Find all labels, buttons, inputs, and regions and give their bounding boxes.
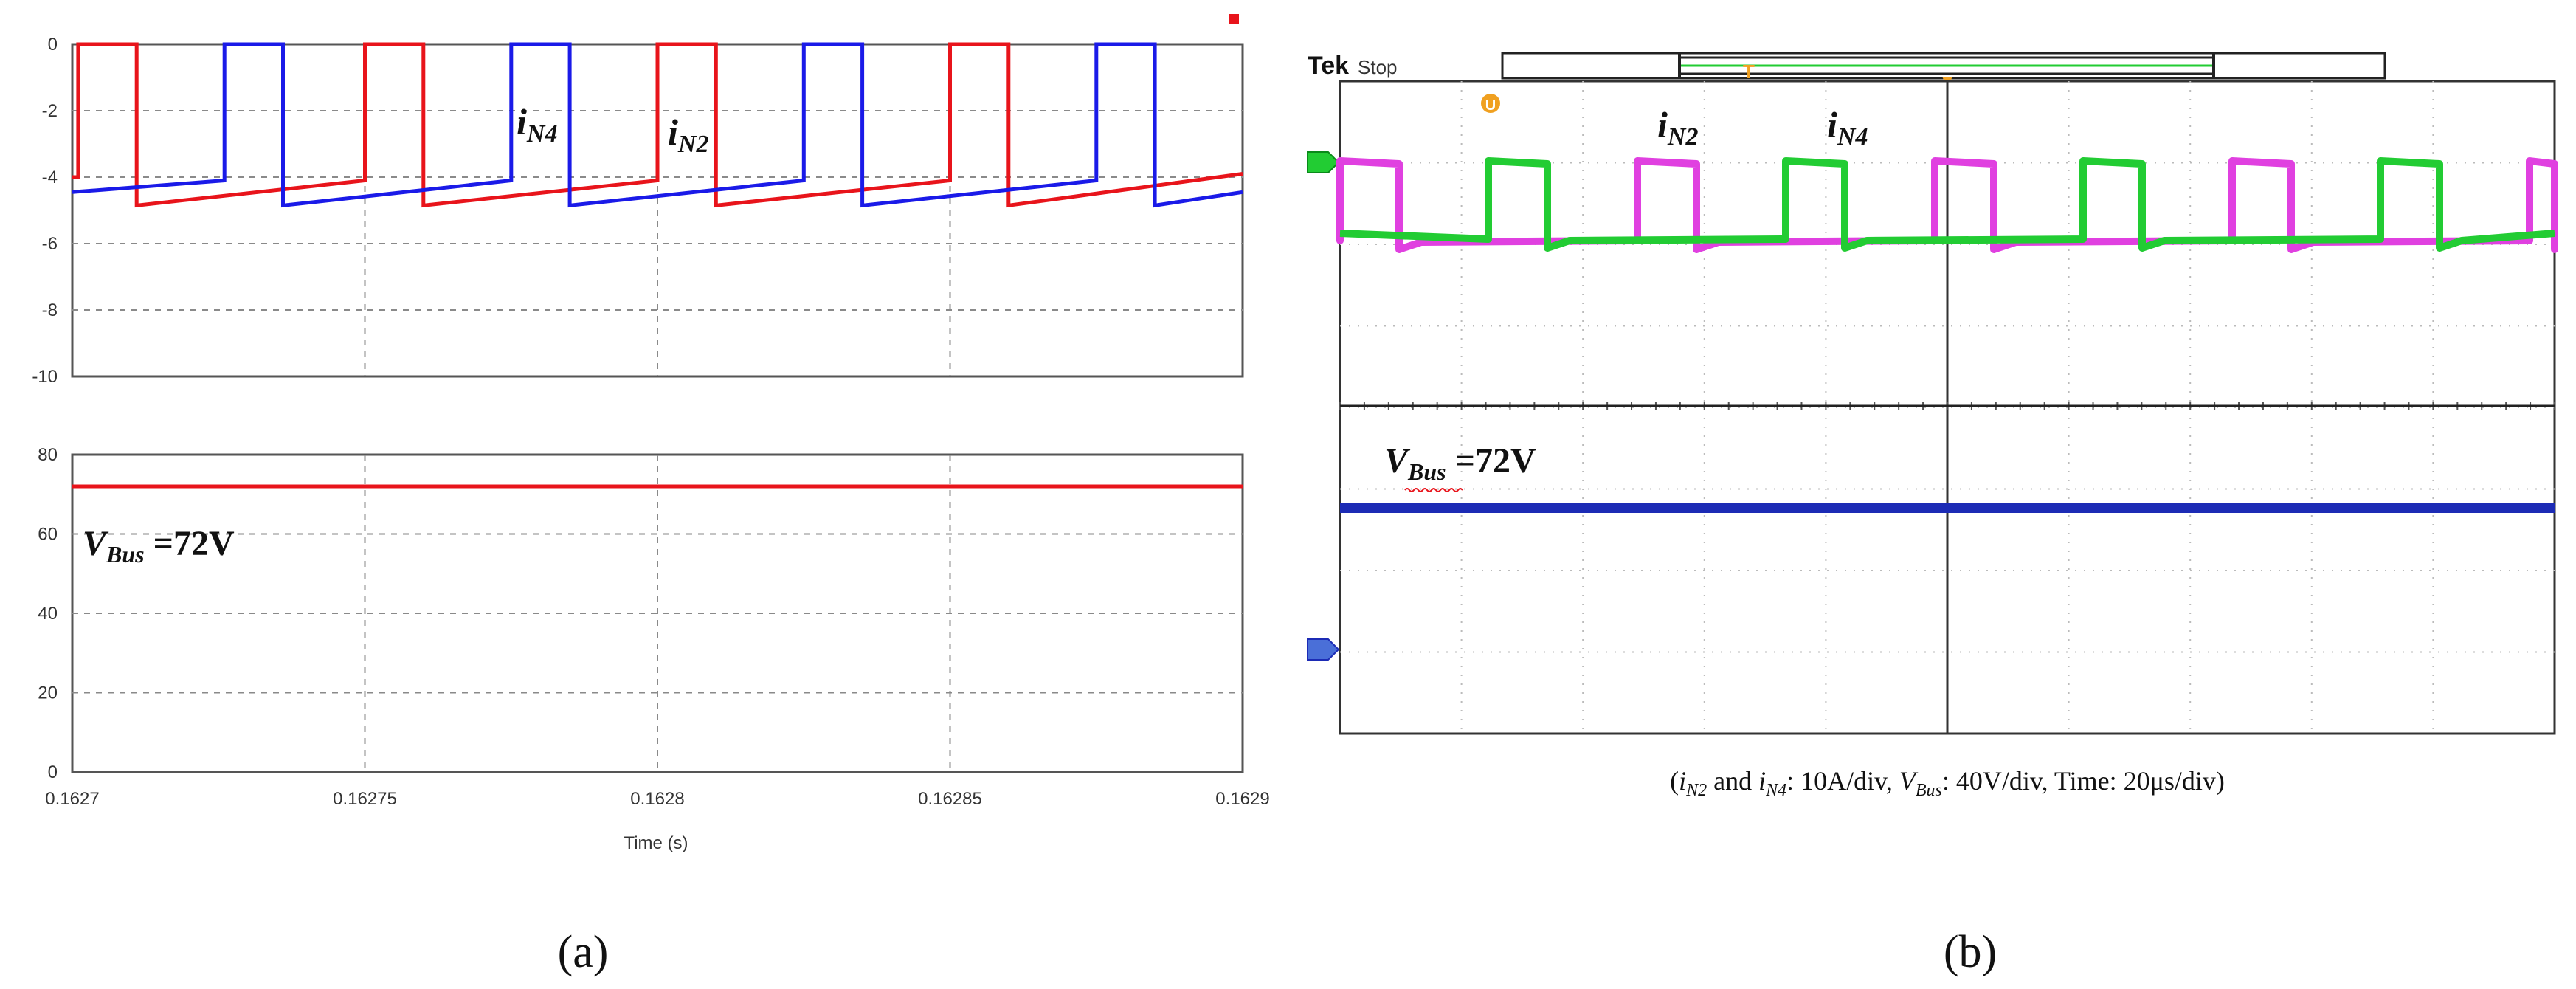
x-tick-label: 0.16275: [333, 789, 397, 809]
scope-caption: (iN2 and iN4: 10A/div, VBus: 40V/div, Ti…: [1670, 766, 2225, 800]
annotation-iN4-a: iN4: [517, 101, 557, 148]
annotation-vbus-b: VBus =72V: [1384, 441, 1536, 485]
marker-square: [1229, 14, 1239, 24]
y-tick-label: -4: [42, 168, 58, 187]
panel-b: Tek Stop T U iN2 iN4 VBus =72V (i: [1307, 52, 2558, 977]
record-trigger-glyph: T: [1743, 61, 1755, 83]
annotation-iN2-a: iN2: [668, 111, 708, 158]
spellcheck-underline: [1404, 488, 1463, 492]
series-line: [72, 42, 1243, 208]
plot-a-top-grid: [72, 44, 1243, 376]
x-tick-label: 0.16285: [918, 789, 982, 809]
y-tick-label: 0: [48, 762, 58, 782]
trigger-marker: U: [1481, 94, 1500, 114]
panel-label-a: (a): [558, 927, 609, 977]
y-tick-label: 60: [38, 525, 58, 545]
channel-marker-current: [1307, 151, 1340, 173]
scope-brand: Tek: [1308, 52, 1349, 80]
x-tick-label: 0.1628: [630, 789, 684, 809]
panel-label-b: (b): [1944, 927, 1997, 977]
x-tick-label: 0.1627: [45, 789, 99, 809]
annotation-vbus-a: VBus =72V: [83, 524, 235, 568]
y-tick-label: -2: [42, 101, 58, 121]
waveform-iN2: [1336, 157, 2558, 253]
scope-state: Stop: [1358, 56, 1398, 78]
y-tick-label: -8: [42, 300, 58, 320]
y-tick-label: 20: [38, 683, 58, 703]
annotation-iN4-b: iN4: [1827, 104, 1868, 151]
y-tick-label: -6: [42, 234, 58, 254]
annotation-iN2-b: iN2: [1657, 104, 1698, 151]
x-tick-label: 0.1629: [1215, 789, 1269, 809]
plot-a-x-axis-title: Time (s): [624, 833, 688, 853]
plot-a-top-y-ticks: 0 -2 -4 -6 -8 -10: [32, 35, 58, 387]
plot-a-x-ticks: 0.1627 0.16275 0.1628 0.16285 0.1629: [45, 789, 1269, 809]
plot-a-bottom-grid: [72, 455, 1243, 772]
plot-a-bottom-y-ticks: 80 60 40 20 0: [38, 445, 58, 782]
y-tick-label: -10: [32, 367, 58, 387]
y-tick-label: 40: [38, 604, 58, 624]
series-line: [72, 42, 1243, 208]
svg-text:U: U: [1485, 97, 1496, 114]
channel-marker-vbus: [1307, 638, 1340, 661]
y-tick-label: 80: [38, 445, 58, 465]
y-tick-label: 0: [48, 35, 58, 55]
waveform-iN4: [1339, 157, 2555, 252]
plot-a-top-series: [72, 42, 1243, 208]
scope-waveforms: [1336, 157, 2558, 513]
